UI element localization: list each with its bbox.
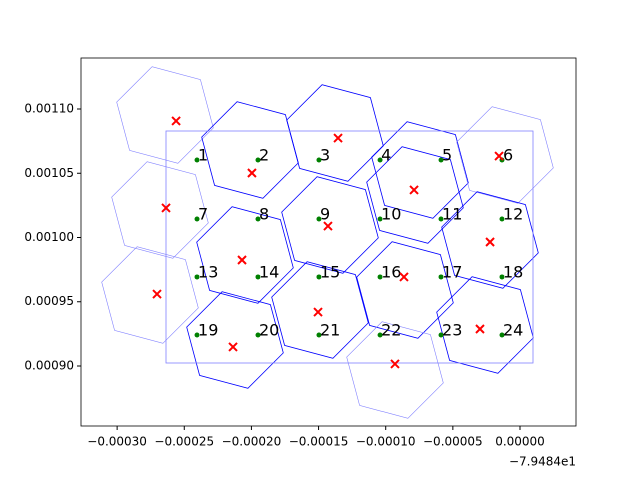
point-label: 19	[198, 321, 218, 340]
hexagon	[281, 176, 379, 274]
point	[377, 157, 383, 163]
point-label: 4	[381, 146, 391, 165]
hexagon	[366, 146, 464, 244]
point-label: 10	[381, 205, 401, 224]
point-label: 1	[198, 146, 208, 165]
hexagon	[441, 191, 539, 289]
point	[194, 274, 200, 280]
point	[499, 332, 505, 338]
point-label: 14	[259, 262, 279, 281]
hexagon	[116, 66, 214, 164]
point	[194, 157, 200, 163]
plot-frame	[80, 57, 577, 427]
point	[438, 157, 444, 163]
hexagon	[436, 276, 534, 374]
point-label: 9	[320, 205, 330, 224]
x-tick-label: −0.00025	[154, 435, 214, 449]
x-marker	[228, 342, 238, 352]
x-marker	[399, 272, 409, 282]
boundary-rect	[165, 130, 534, 364]
hex-grid	[101, 66, 554, 419]
x-tick-label: −0.00020	[222, 435, 282, 449]
x-marker	[171, 116, 181, 126]
point	[377, 274, 383, 280]
point-label: 16	[381, 262, 401, 281]
point-label: 7	[198, 205, 208, 224]
x-tick-label: −0.00030	[87, 435, 147, 449]
point	[194, 332, 200, 338]
x-marker	[475, 324, 485, 334]
point	[499, 274, 505, 280]
hexagon	[346, 321, 444, 419]
hexagon	[286, 84, 384, 182]
point-label: 22	[381, 321, 401, 340]
point-label: 20	[259, 321, 279, 340]
point-label: 18	[503, 262, 523, 281]
point-label: 3	[320, 146, 330, 165]
point-label: 15	[320, 262, 340, 281]
y-tick-label: 0.00090	[24, 358, 74, 372]
point	[499, 216, 505, 222]
hexagon	[271, 261, 369, 359]
point-label: 17	[442, 262, 462, 281]
y-tick-label: 0.00095	[24, 294, 74, 308]
hexagon	[111, 161, 209, 259]
x-offset-label: −7.9484e1	[509, 455, 576, 469]
x-marker	[161, 203, 171, 213]
y-tick-label: 0.00110	[24, 102, 74, 116]
point	[255, 332, 261, 338]
point-label: 2	[259, 146, 269, 165]
point	[438, 216, 444, 222]
point-label: 24	[503, 321, 523, 340]
point	[316, 274, 322, 280]
point-label: 13	[198, 262, 218, 281]
hexagon	[196, 206, 294, 304]
x-marker	[494, 151, 504, 161]
hexagon	[101, 246, 199, 344]
point-label: 23	[442, 321, 462, 340]
point	[316, 332, 322, 338]
point	[255, 216, 261, 222]
x-marker	[247, 168, 257, 178]
point	[316, 157, 322, 163]
point	[438, 332, 444, 338]
point-label: 5	[442, 146, 452, 165]
point	[255, 157, 261, 163]
x-marker	[323, 221, 333, 231]
hexagon	[201, 101, 299, 199]
x-tick-label: −0.00010	[356, 435, 416, 449]
hexagon	[356, 241, 454, 339]
hexagon	[456, 106, 554, 204]
x-marker	[409, 185, 419, 195]
point	[194, 216, 200, 222]
point-label: 8	[259, 205, 269, 224]
y-tick-label: 0.00105	[24, 166, 74, 180]
y-tick-label: 0.00100	[24, 230, 74, 244]
point-label: 21	[320, 321, 340, 340]
point	[377, 332, 383, 338]
x-marker	[237, 255, 247, 265]
point	[438, 274, 444, 280]
point-label: 6	[503, 146, 513, 165]
hexagon	[186, 291, 284, 389]
point-label: 11	[442, 205, 462, 224]
point-label: 12	[503, 205, 523, 224]
x-marker	[333, 133, 343, 143]
x-tick-label: −0.00005	[423, 435, 483, 449]
point	[255, 274, 261, 280]
point	[377, 216, 383, 222]
x-tick-label: 0.00000	[495, 435, 545, 449]
point	[316, 216, 322, 222]
x-marker	[390, 359, 400, 369]
x-marker	[485, 237, 495, 247]
x-tick-label: −0.00015	[289, 435, 349, 449]
x-marker	[313, 307, 323, 317]
x-marker	[152, 289, 162, 299]
hexagon	[371, 121, 469, 219]
